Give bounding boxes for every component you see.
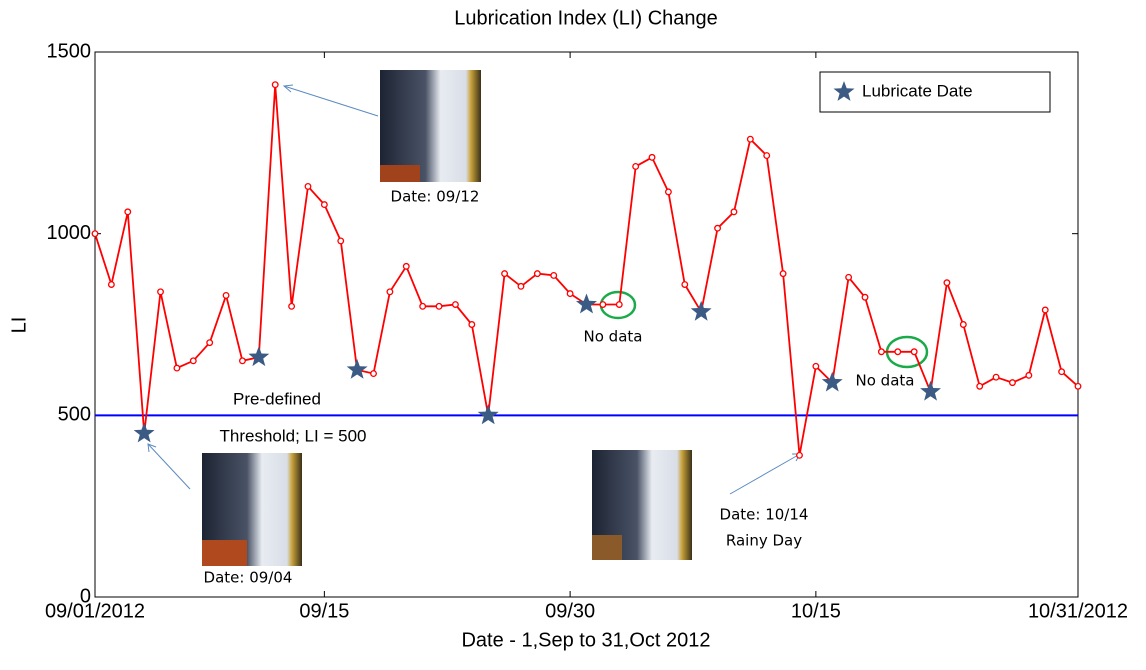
point <box>1041 306 1049 314</box>
x-tick-label: 09/01/2012 <box>45 600 145 622</box>
annotation: Date: 09/04 <box>204 569 293 587</box>
point <box>943 279 951 287</box>
point <box>271 81 279 89</box>
point <box>894 348 902 356</box>
annotation: Date: 10/14 <box>720 506 809 524</box>
point <box>845 273 853 281</box>
point <box>222 291 230 299</box>
point <box>550 272 558 279</box>
plot-area <box>94 51 1079 598</box>
point <box>976 382 984 390</box>
point <box>124 208 132 216</box>
arrows <box>147 84 801 495</box>
point <box>763 152 771 159</box>
annotation: No data <box>856 372 915 390</box>
chart-title: Lubrication Index (LI) Change <box>454 7 718 29</box>
point <box>959 321 967 328</box>
x-tick-label: 09/15 <box>299 600 349 622</box>
y-tick-label: 0 <box>80 585 91 607</box>
arrow-head <box>282 84 294 93</box>
arrow <box>147 443 191 490</box>
threshold-label: Threshold; LI = 500 <box>220 426 367 445</box>
arrow <box>283 85 379 117</box>
annotation: No data <box>584 328 643 346</box>
point <box>206 339 214 347</box>
x-tick-label: 09/30 <box>545 600 595 622</box>
point <box>337 237 345 245</box>
point <box>681 281 689 288</box>
point <box>435 302 443 310</box>
x-axis-label: Date - 1,Sep to 31,Oct 2012 <box>461 629 710 651</box>
point <box>288 302 296 310</box>
point <box>533 270 541 278</box>
point <box>91 230 99 238</box>
point <box>779 270 787 278</box>
star-marker <box>133 422 155 443</box>
star-marker <box>821 371 843 392</box>
legend <box>819 71 1051 113</box>
photo-detail <box>592 535 622 560</box>
point <box>320 201 328 209</box>
point <box>746 135 754 143</box>
photo-detail <box>380 165 420 182</box>
photo <box>380 70 481 182</box>
point <box>1009 379 1016 387</box>
point <box>157 288 164 296</box>
point <box>107 281 115 288</box>
y-tick-label: 1000 <box>47 222 92 244</box>
y-tick-label: 1500 <box>47 40 92 62</box>
point <box>402 262 410 270</box>
star-marker <box>920 380 941 401</box>
legend-label: Lubricate Date <box>862 81 973 100</box>
point <box>861 293 869 301</box>
point <box>992 373 1000 381</box>
arrow-head <box>147 443 157 453</box>
photo-detail <box>202 540 247 566</box>
point <box>566 290 574 298</box>
point <box>386 288 394 296</box>
point <box>1074 382 1082 390</box>
point <box>1058 368 1066 376</box>
star-marker <box>690 300 712 321</box>
star-marker <box>346 358 368 379</box>
point <box>714 224 722 232</box>
y-axis-label: LI <box>8 317 30 334</box>
point <box>812 362 820 370</box>
point <box>910 348 918 356</box>
point <box>615 301 623 308</box>
point <box>796 451 803 459</box>
star-marker <box>248 346 270 367</box>
photos <box>202 70 692 566</box>
point <box>877 348 885 356</box>
point <box>517 282 525 290</box>
y-tick-label: 500 <box>58 404 91 426</box>
point <box>1025 371 1033 379</box>
point <box>468 321 476 328</box>
point <box>664 188 672 196</box>
annotation: Date: 09/12 <box>391 188 480 206</box>
x-tick-label: 10/31/2012 <box>1028 600 1128 622</box>
point <box>370 370 377 377</box>
point <box>599 301 607 308</box>
point <box>632 162 640 170</box>
point <box>238 357 246 365</box>
legend-marker <box>833 81 855 101</box>
point <box>730 208 738 216</box>
annotation: Rainy Day <box>726 532 802 550</box>
star-marker <box>477 404 499 425</box>
arrow <box>729 453 801 495</box>
point <box>304 182 312 190</box>
threshold-label: Pre-defined <box>233 389 321 408</box>
point <box>173 364 181 372</box>
point <box>648 153 656 161</box>
star-marker <box>576 293 597 314</box>
x-tick-label: 10/15 <box>791 600 841 622</box>
point <box>189 357 197 365</box>
point <box>419 302 427 310</box>
point <box>451 301 459 308</box>
point <box>501 270 509 278</box>
